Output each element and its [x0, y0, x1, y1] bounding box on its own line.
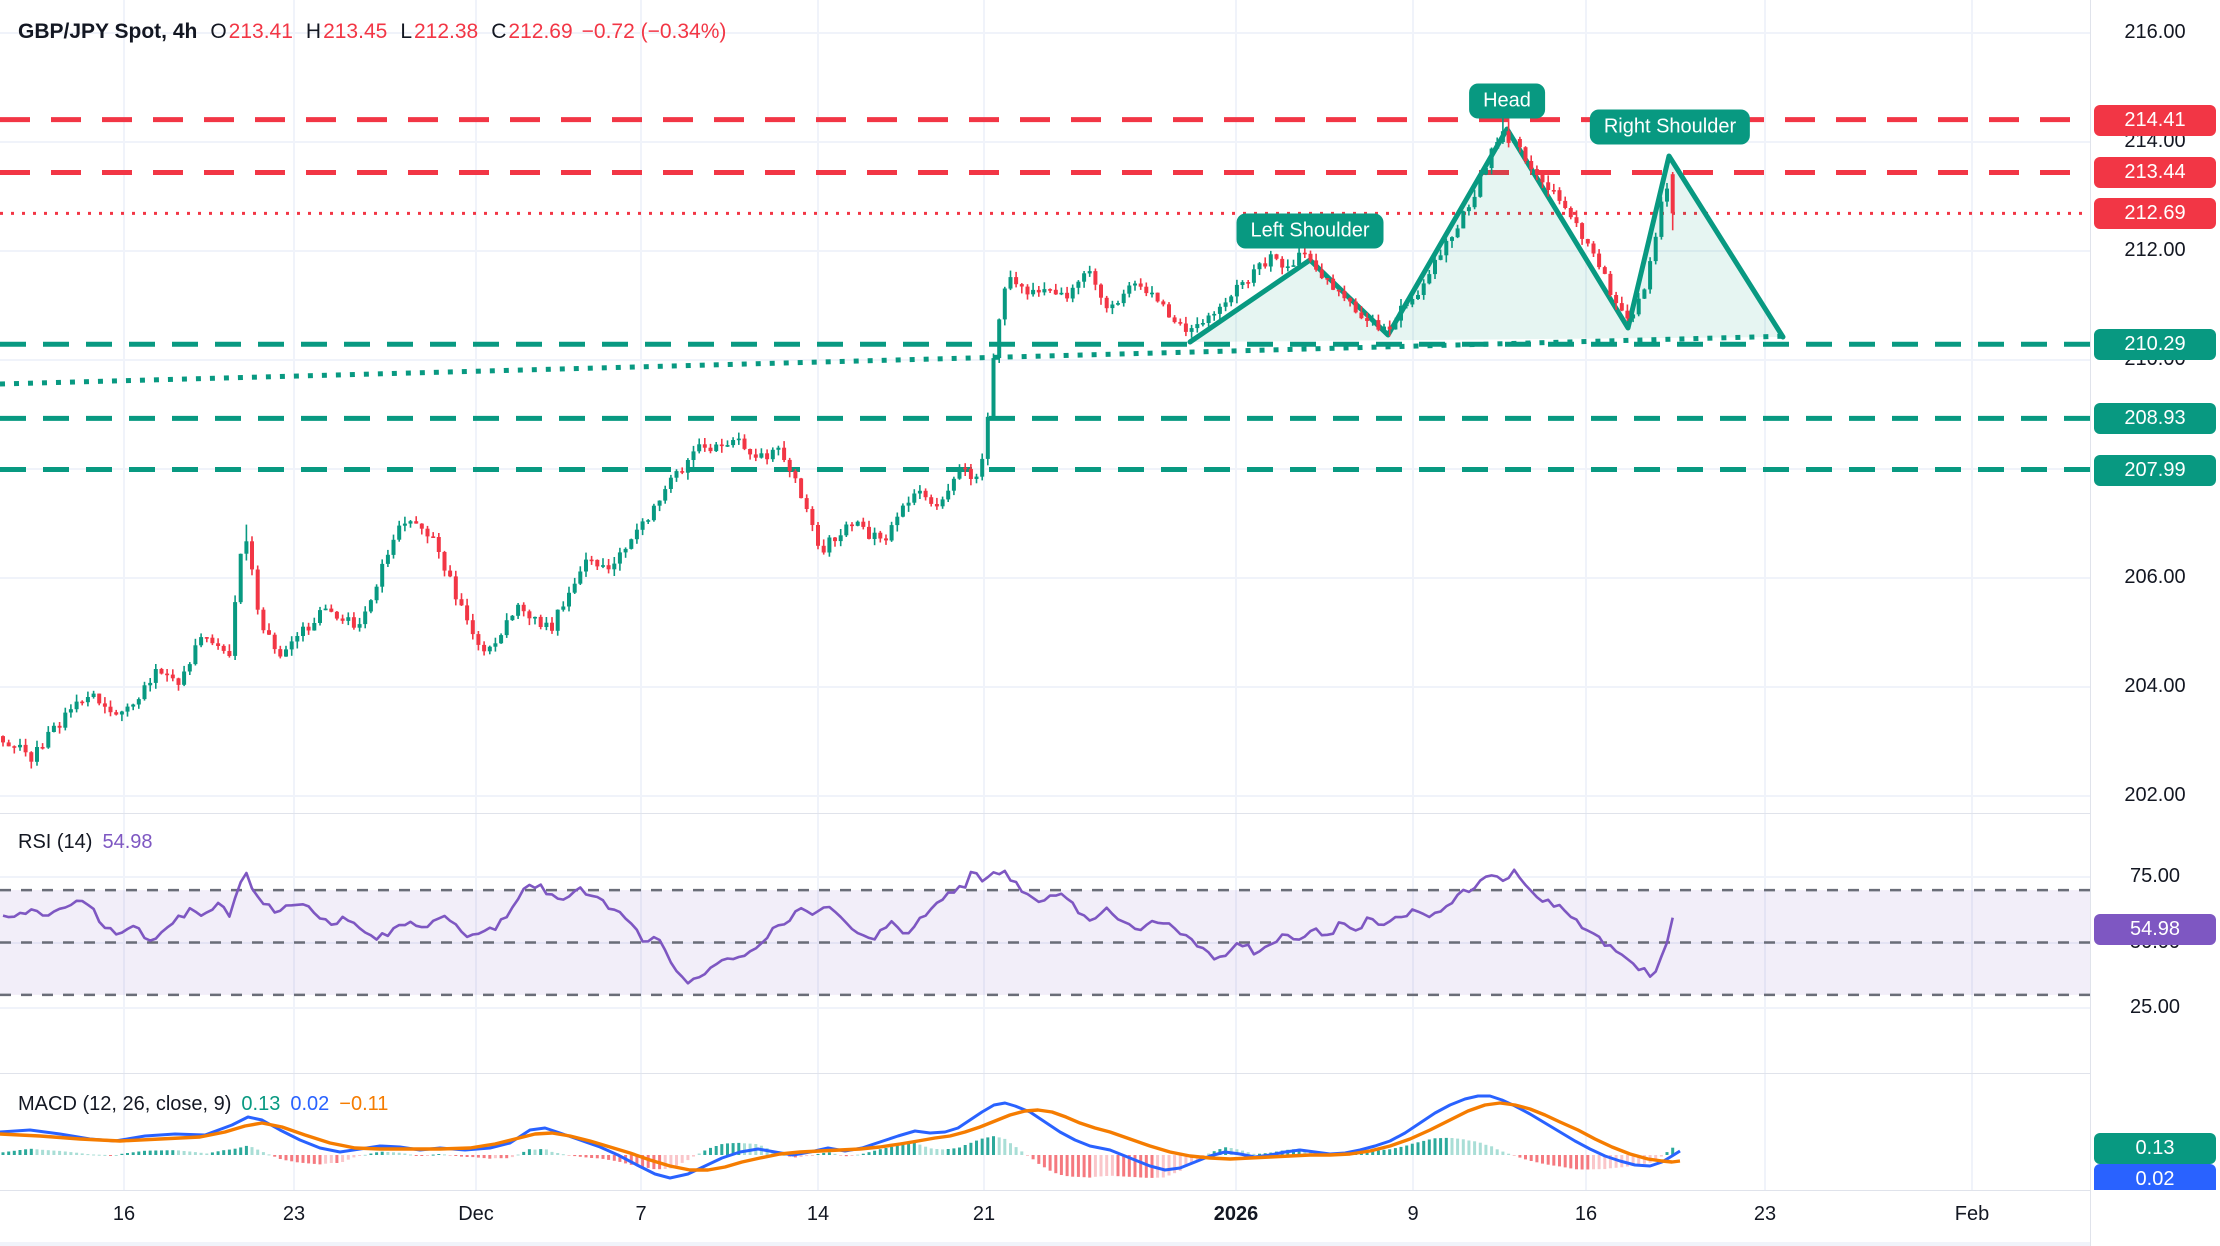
low-label: L [400, 20, 412, 43]
right-shoulder-badge[interactable]: Right Shoulder [1589, 109, 1751, 145]
axis-tick-label: 25.00 [2129, 996, 2181, 1018]
change-value: −0.72 (−0.34%) [581, 20, 727, 43]
macd-signal-line [0, 1101, 1681, 1172]
axis-tick-label: 208.00 [2124, 457, 2186, 479]
bottom-strip [0, 1242, 2220, 1246]
price-axis[interactable] [2090, 0, 2220, 1246]
symbol-title[interactable]: GBP/JPY Spot, 4h [18, 20, 198, 43]
close-label: C [491, 20, 507, 43]
macd-histogram [1, 1136, 1675, 1178]
time-tick-label[interactable]: Feb [1954, 1203, 1990, 1225]
time-tick-label[interactable]: 23 [282, 1203, 306, 1225]
rsi-title[interactable]: RSI (14) [18, 831, 93, 853]
low-value: 212.38 [414, 20, 479, 43]
time-tick-label[interactable]: 9 [1407, 1203, 1419, 1225]
rsi-line [2, 868, 1674, 985]
open-label: O [210, 20, 227, 43]
macd-title[interactable]: MACD (12, 26, close, 9) [18, 1093, 232, 1115]
chart-canvas[interactable] [0, 0, 2220, 1190]
axis-tick-label: 75.00 [2129, 865, 2181, 887]
time-tick-label[interactable]: 7 [635, 1203, 647, 1225]
axis-tick-label: 210.00 [2124, 348, 2186, 370]
neckline[interactable] [0, 333, 1791, 387]
macd-line [0, 1094, 1681, 1180]
time-tick-label[interactable]: 21 [972, 1203, 996, 1225]
rsi-legend: RSI (14) 54.98 [18, 831, 153, 854]
candlesticks[interactable] [1, 118, 1675, 769]
macd-hist-value: 0.13 [241, 1093, 281, 1115]
time-tick-label[interactable]: 2026 [1213, 1203, 1259, 1225]
time-tick-label[interactable]: 16 [112, 1203, 136, 1225]
pane-divider [0, 1190, 2220, 1191]
chart-panes[interactable] [0, 0, 2220, 1190]
open-value: 213.41 [228, 20, 293, 43]
macd-line-value: 0.02 [290, 1093, 330, 1115]
macd-legend: MACD (12, 26, close, 9) 0.13 0.02 −0.11 [18, 1093, 388, 1116]
time-tick-label[interactable]: Dec [458, 1203, 494, 1225]
close-value: 212.69 [508, 20, 573, 43]
time-tick-label[interactable]: 23 [1753, 1203, 1777, 1225]
head-badge[interactable]: Head [1469, 83, 1545, 119]
time-tick-label[interactable]: 16 [1574, 1203, 1598, 1225]
macd-signal-value: −0.11 [339, 1093, 389, 1115]
rsi-band [0, 890, 2090, 995]
high-label: H [305, 20, 322, 43]
symbol-legend: GBP/JPY Spot, 4h O 213.41 H 213.45 L 212.38… [18, 20, 726, 44]
axis-tick-label: 206.00 [2124, 566, 2186, 588]
axis-tick-label: 212.00 [2124, 239, 2186, 261]
pane-divider[interactable] [0, 813, 2220, 814]
axis-tick-label: 216.00 [2124, 21, 2186, 43]
axis-tick-label: 202.00 [2124, 784, 2186, 806]
axis-tick-label: 214.00 [2124, 130, 2186, 152]
axis-tick-label: 204.00 [2124, 675, 2186, 697]
left-shoulder-badge[interactable]: Left Shoulder [1236, 213, 1384, 249]
high-value: 213.45 [323, 20, 388, 43]
rsi-value: 54.98 [102, 831, 153, 853]
axis-tick-label: 50.00 [2129, 931, 2181, 953]
time-tick-label[interactable]: 14 [806, 1203, 830, 1225]
pane-divider[interactable] [0, 1073, 2220, 1074]
